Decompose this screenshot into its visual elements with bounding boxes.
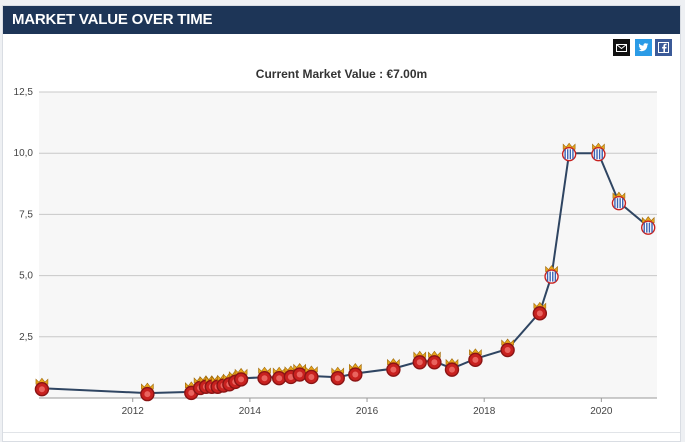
mail-icon[interactable] bbox=[613, 39, 630, 56]
data-point[interactable] bbox=[34, 377, 50, 397]
data-point[interactable] bbox=[271, 366, 287, 386]
data-point[interactable] bbox=[544, 265, 559, 284]
y-tick-label: 2,5 bbox=[19, 332, 33, 343]
data-point[interactable] bbox=[330, 366, 345, 386]
header-bar: MARKET VALUE OVER TIME bbox=[3, 6, 680, 34]
x-tick-label: 2014 bbox=[239, 406, 262, 417]
data-point[interactable] bbox=[257, 366, 272, 386]
data-point[interactable] bbox=[591, 142, 606, 162]
data-point[interactable] bbox=[233, 367, 249, 387]
y-tick-label: 5,0 bbox=[19, 271, 33, 282]
data-point[interactable] bbox=[641, 216, 656, 235]
data-point[interactable] bbox=[532, 301, 548, 321]
data-point[interactable] bbox=[468, 348, 483, 368]
x-tick-label: 2016 bbox=[356, 406, 379, 417]
plot-area bbox=[39, 92, 657, 398]
y-tick-label: 12,5 bbox=[14, 87, 34, 98]
data-point[interactable] bbox=[292, 363, 307, 382]
data-point[interactable] bbox=[444, 358, 460, 377]
x-tick-label: 2012 bbox=[122, 406, 145, 417]
data-point[interactable] bbox=[427, 350, 442, 370]
market-value-card: MARKET VALUE OVER TIME Current Market Va… bbox=[2, 5, 681, 442]
data-point[interactable] bbox=[140, 382, 155, 402]
data-point[interactable] bbox=[304, 365, 319, 385]
x-tick-label: 2020 bbox=[590, 406, 613, 417]
data-point[interactable] bbox=[412, 350, 427, 370]
data-point[interactable] bbox=[348, 363, 363, 382]
page-title: MARKET VALUE OVER TIME bbox=[12, 11, 213, 28]
market-value-chart: 2,5 5,0 7,5 10,0 12,5 2012 2014 2016 2018 2020 bbox=[14, 87, 657, 417]
twitter-icon[interactable] bbox=[635, 39, 652, 56]
footer-divider bbox=[3, 432, 680, 433]
data-point[interactable] bbox=[611, 191, 627, 211]
data-point[interactable] bbox=[500, 338, 515, 358]
y-tick-label: 7,5 bbox=[19, 209, 33, 220]
data-point[interactable] bbox=[561, 142, 577, 162]
facebook-icon[interactable] bbox=[655, 39, 672, 56]
x-tick-label: 2018 bbox=[473, 406, 496, 417]
y-tick-label: 10,0 bbox=[14, 148, 34, 159]
chart-title: Current Market Value : €7.00m bbox=[255, 67, 428, 81]
data-point[interactable] bbox=[386, 358, 401, 377]
